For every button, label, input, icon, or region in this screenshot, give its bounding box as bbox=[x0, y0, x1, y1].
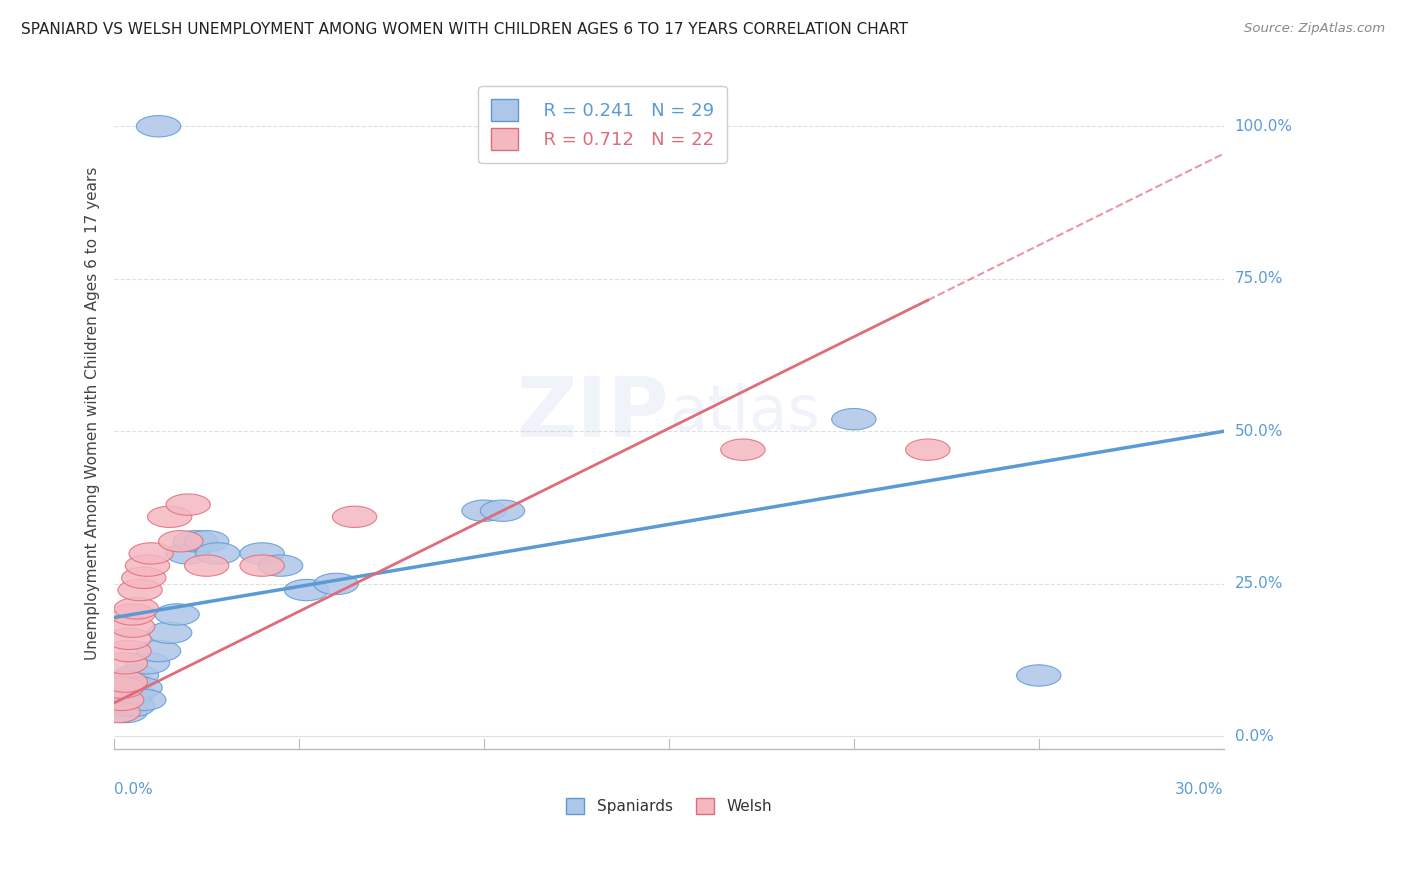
Ellipse shape bbox=[103, 653, 148, 674]
Ellipse shape bbox=[136, 640, 181, 662]
Text: 75.0%: 75.0% bbox=[1234, 271, 1284, 286]
Ellipse shape bbox=[832, 409, 876, 430]
Text: 50.0%: 50.0% bbox=[1234, 424, 1284, 439]
Text: 30.0%: 30.0% bbox=[1175, 782, 1223, 797]
Ellipse shape bbox=[100, 690, 143, 711]
Ellipse shape bbox=[121, 567, 166, 589]
Ellipse shape bbox=[100, 677, 143, 698]
Ellipse shape bbox=[107, 640, 152, 662]
Text: 0.0%: 0.0% bbox=[1234, 729, 1274, 744]
Ellipse shape bbox=[481, 500, 524, 522]
Ellipse shape bbox=[118, 677, 162, 698]
Ellipse shape bbox=[159, 531, 202, 552]
Ellipse shape bbox=[114, 665, 159, 686]
Ellipse shape bbox=[107, 628, 152, 649]
Ellipse shape bbox=[905, 439, 950, 460]
Y-axis label: Unemployment Among Women with Children Ages 6 to 17 years: Unemployment Among Women with Children A… bbox=[86, 167, 100, 660]
Text: 25.0%: 25.0% bbox=[1234, 576, 1284, 591]
Ellipse shape bbox=[314, 574, 359, 595]
Ellipse shape bbox=[148, 506, 191, 527]
Ellipse shape bbox=[121, 690, 166, 711]
Ellipse shape bbox=[166, 494, 211, 516]
Text: SPANIARD VS WELSH UNEMPLOYMENT AMONG WOMEN WITH CHILDREN AGES 6 TO 17 YEARS CORR: SPANIARD VS WELSH UNEMPLOYMENT AMONG WOM… bbox=[21, 22, 908, 37]
Text: atlas: atlas bbox=[669, 383, 820, 443]
Ellipse shape bbox=[114, 598, 159, 619]
Ellipse shape bbox=[100, 683, 143, 705]
Ellipse shape bbox=[721, 439, 765, 460]
Text: ZIP: ZIP bbox=[516, 373, 669, 453]
Ellipse shape bbox=[166, 542, 211, 564]
Ellipse shape bbox=[284, 580, 329, 600]
Ellipse shape bbox=[125, 653, 170, 674]
Ellipse shape bbox=[184, 555, 229, 576]
Ellipse shape bbox=[184, 531, 229, 552]
Ellipse shape bbox=[136, 116, 181, 137]
Ellipse shape bbox=[259, 555, 302, 576]
Ellipse shape bbox=[195, 542, 240, 564]
Ellipse shape bbox=[100, 690, 143, 711]
Ellipse shape bbox=[96, 701, 141, 723]
Ellipse shape bbox=[332, 506, 377, 527]
Ellipse shape bbox=[240, 542, 284, 564]
Ellipse shape bbox=[1017, 665, 1062, 686]
Ellipse shape bbox=[240, 555, 284, 576]
Ellipse shape bbox=[111, 616, 155, 637]
Ellipse shape bbox=[103, 671, 148, 692]
Ellipse shape bbox=[103, 701, 148, 723]
Ellipse shape bbox=[173, 531, 218, 552]
Ellipse shape bbox=[148, 622, 191, 643]
Ellipse shape bbox=[125, 555, 170, 576]
Text: Source: ZipAtlas.com: Source: ZipAtlas.com bbox=[1244, 22, 1385, 36]
Ellipse shape bbox=[107, 690, 152, 711]
Ellipse shape bbox=[107, 671, 152, 692]
Ellipse shape bbox=[129, 542, 173, 564]
Ellipse shape bbox=[111, 604, 155, 625]
Ellipse shape bbox=[111, 695, 155, 716]
Ellipse shape bbox=[111, 683, 155, 705]
Text: 0.0%: 0.0% bbox=[114, 782, 153, 797]
Ellipse shape bbox=[96, 695, 141, 716]
Ellipse shape bbox=[155, 604, 200, 625]
Ellipse shape bbox=[461, 500, 506, 522]
Ellipse shape bbox=[103, 677, 148, 698]
Text: 100.0%: 100.0% bbox=[1234, 119, 1292, 134]
Ellipse shape bbox=[118, 580, 162, 600]
Legend: Spaniards, Welsh: Spaniards, Welsh bbox=[558, 790, 779, 822]
